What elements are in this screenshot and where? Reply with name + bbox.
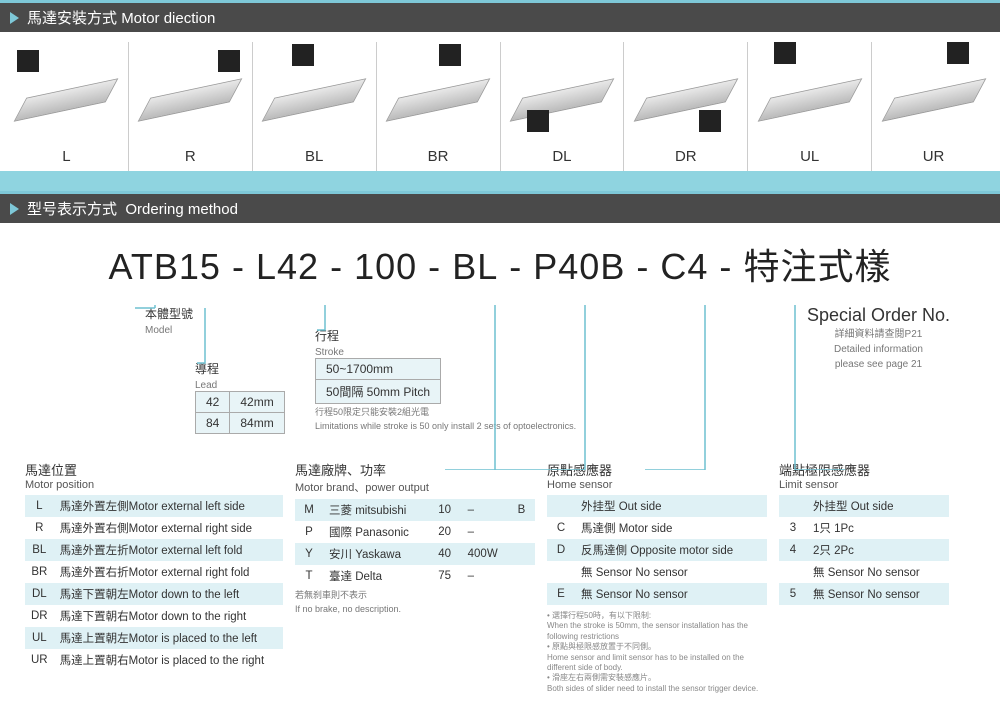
col-title-en: Limit sensor <box>779 479 949 491</box>
section-motor-direction-header: 馬達安裝方式 Motor diection <box>0 0 1000 32</box>
table-row: 外挂型 Out side <box>547 495 767 517</box>
col-title-en: Motor position <box>25 479 283 491</box>
direction-item: DR <box>624 42 748 171</box>
special-sub-en2: please see page 21 <box>807 358 950 371</box>
lead-table: 4242mm8484mm <box>195 391 285 434</box>
title-en: Ordering method <box>125 201 238 218</box>
section-ordering-header: 型号表示方式 Ordering method <box>0 191 1000 223</box>
chevron-right-icon <box>10 12 19 24</box>
note-en: Limitations while stroke is 50 only inst… <box>315 421 576 432</box>
table-row: P國際 Panasonic20– <box>295 521 535 543</box>
label-en: Lead <box>195 380 285 391</box>
special-title: Special Order No. <box>807 305 950 326</box>
col-motor-position: 馬達位置 Motor position L馬達外置左側Motor externa… <box>25 460 283 671</box>
label-cn: 行程 <box>315 327 576 344</box>
actuator-illustration <box>381 42 496 137</box>
label-cn: 導程 <box>195 360 285 377</box>
title-en: Motor diection <box>121 10 215 27</box>
direction-item: R <box>129 42 253 171</box>
table-row: M三菱 mitsubishi10–B <box>295 499 535 521</box>
table-row: BR馬達外置右折Motor external right fold <box>25 561 283 583</box>
direction-label: R <box>133 142 248 171</box>
direction-label: UL <box>752 142 867 171</box>
stroke-table: 50~1700mm50間隔 50mm Pitch <box>315 358 441 404</box>
direction-item: BR <box>377 42 501 171</box>
lead-block: 導程 Lead 4242mm8484mm <box>195 360 285 434</box>
table-row: 5無 Sensor No sensor <box>779 583 949 605</box>
stroke-block: 行程 Stroke 50~1700mm50間隔 50mm Pitch 行程50限… <box>315 327 576 432</box>
col-title-cn: 原點感應器 <box>547 460 767 479</box>
direction-label: L <box>9 142 124 171</box>
part-number: ATB15 - L42 - 100 - BL - P40B - C4 - 特注式… <box>25 238 975 290</box>
table-row: E無 Sensor No sensor <box>547 583 767 605</box>
note-cn: 行程50限定只能安裝2組光電 <box>315 407 576 418</box>
direction-item: DL <box>501 42 625 171</box>
title-cn: 型号表示方式 <box>27 201 117 218</box>
motor-position-table: L馬達外置左側Motor external left sideR馬達外置右側Mo… <box>25 495 283 671</box>
table-row: BL馬達外置左折Motor external left fold <box>25 539 283 561</box>
col-title-en: Home sensor <box>547 479 767 491</box>
divider-band <box>0 171 1000 191</box>
label-en: Model <box>145 325 193 336</box>
table-row: DR馬達下置朝右Motor down to the right <box>25 605 283 627</box>
chevron-right-icon <box>10 203 19 215</box>
direction-item: BL <box>253 42 377 171</box>
table-row: 31只 1Pc <box>779 517 949 539</box>
actuator-illustration <box>133 42 248 137</box>
footnotes: • 選擇行程50時，有以下限制: When the stroke is 50mm… <box>547 611 767 694</box>
actuator-illustration <box>628 42 743 137</box>
special-sub-en: Detailed information <box>807 343 950 356</box>
title-cn: 馬達安裝方式 <box>27 10 117 27</box>
special-order-block: Special Order No. 詳細資料請查閱P21 Detailed in… <box>807 305 950 371</box>
col-home-sensor: 原點感應器 Home sensor 外挂型 Out sideC馬達側 Motor… <box>547 460 767 694</box>
actuator-illustration <box>505 42 620 137</box>
table-row: L馬達外置左側Motor external left side <box>25 495 283 517</box>
limit-sensor-table: 外挂型 Out side31只 1Pc42只 2Pc無 Sensor No se… <box>779 495 949 605</box>
col-limit-sensor: 端點極限感應器 Limit sensor 外挂型 Out side31只 1Pc… <box>779 460 949 605</box>
direction-row: LR BL BR DL DR UL UR <box>0 32 1000 171</box>
actuator-illustration <box>876 42 991 137</box>
direction-label: BL <box>257 142 372 171</box>
table-row: R馬達外置右側Motor external right side <box>25 517 283 539</box>
direction-label: UR <box>876 142 991 171</box>
table-row: D反馬達側 Opposite motor side <box>547 539 767 561</box>
direction-label: BR <box>381 142 496 171</box>
table-row: C馬達側 Motor side <box>547 517 767 539</box>
actuator-illustration <box>752 42 867 137</box>
col-title-cn: 馬達廠牌、功率 <box>295 460 535 479</box>
table-row: 42只 2Pc <box>779 539 949 561</box>
model-block: 本體型號 Model <box>145 305 193 339</box>
direction-item: UR <box>872 42 995 171</box>
col-title-en: Motor brand、power output <box>295 479 535 495</box>
ordering-section: ATB15 - L42 - 100 - BL - P40B - C4 - 特注式… <box>0 223 1000 704</box>
table-row: 外挂型 Out side <box>779 495 949 517</box>
home-sensor-table: 外挂型 Out sideC馬達側 Motor sideD反馬達側 Opposit… <box>547 495 767 605</box>
table-row: 無 Sensor No sensor <box>779 561 949 583</box>
actuator-illustration <box>257 42 372 137</box>
label-en: Stroke <box>315 347 576 358</box>
table-row: UR馬達上置朝右Motor is placed to the right <box>25 649 283 671</box>
direction-item: UL <box>748 42 872 171</box>
table-row: UL馬達上置朝左Motor is placed to the left <box>25 627 283 649</box>
table-row: DL馬達下置朝左Motor down to the left <box>25 583 283 605</box>
col-title-cn: 端點極限感應器 <box>779 460 949 479</box>
table-row: T臺達 Delta75– <box>295 565 535 587</box>
table-row: Y安川 Yaskawa40400W <box>295 543 535 565</box>
table-row: 無 Sensor No sensor <box>547 561 767 583</box>
actuator-illustration <box>9 42 124 137</box>
motor-brand-table: M三菱 mitsubishi10–BP國際 Panasonic20–Y安川 Ya… <box>295 499 535 587</box>
header-text: 型号表示方式 Ordering method <box>27 198 238 219</box>
option-columns: 馬達位置 Motor position L馬達外置左側Motor externa… <box>25 460 975 694</box>
header-text: 馬達安裝方式 Motor diection <box>27 7 215 28</box>
col-motor-brand: 馬達廠牌、功率 Motor brand、power output M三菱 mit… <box>295 460 535 615</box>
direction-label: DL <box>505 142 620 171</box>
col-title-cn: 馬達位置 <box>25 460 283 479</box>
note-cn: 若無刹車則不表示 <box>295 590 535 601</box>
note-en: If no brake, no description. <box>295 604 535 615</box>
direction-label: DR <box>628 142 743 171</box>
label-cn: 本體型號 <box>145 305 193 322</box>
direction-item: L <box>5 42 129 171</box>
special-sub-cn: 詳細資料請查閱P21 <box>807 328 950 341</box>
